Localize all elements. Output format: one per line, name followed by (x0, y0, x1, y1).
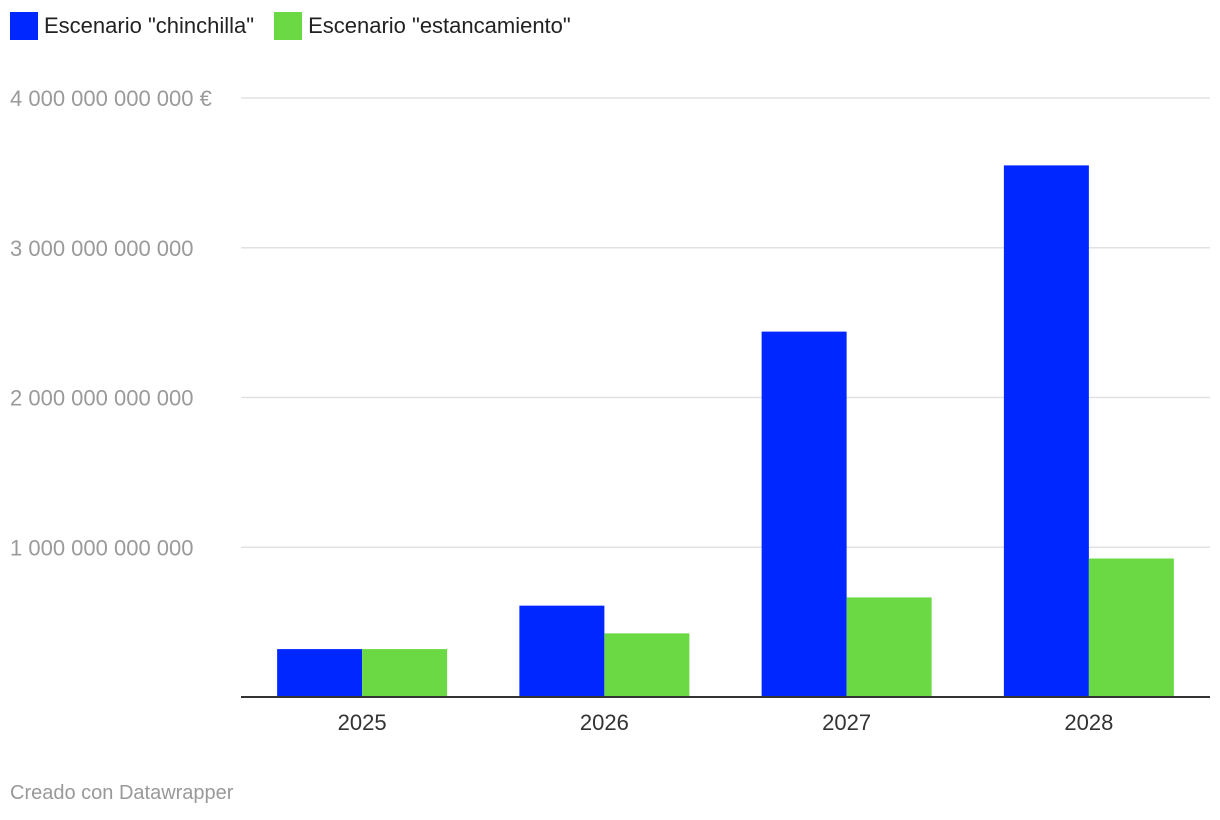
bar-2027-series-0 (761, 331, 847, 697)
legend-label-chinchilla: Escenario "chinchilla" (44, 13, 255, 38)
bar-2026-series-1 (604, 633, 690, 697)
legend-swatch-estancamiento (274, 12, 303, 40)
y-tick-label: 1 000 000 000 000 (10, 535, 194, 560)
legend-item-chinchilla: Escenario "chinchilla" (10, 12, 254, 40)
y-tick-label: 2 000 000 000 000 (10, 386, 194, 411)
bar-2028-series-1 (1088, 558, 1174, 697)
x-tick-label: 2026 (580, 710, 629, 735)
y-tick-label: 4 000 000 000 000 € (10, 86, 212, 111)
legend-label-estancamiento: Escenario "estancamiento" (308, 13, 571, 38)
bar-2026-series-0 (519, 605, 605, 697)
x-tick-label: 2027 (822, 710, 871, 735)
x-tick-label: 2028 (1064, 710, 1113, 735)
bar-2028-series-0 (1003, 165, 1089, 697)
bar-2027-series-1 (846, 597, 932, 697)
bar-chart: 1 000 000 000 000 2 000 000 000 000 3 000 … (10, 86, 1210, 735)
footer-credit: Creado con Datawrapper (10, 782, 234, 804)
x-tick-label: 2025 (338, 710, 387, 735)
bar-2025-series-1 (362, 649, 448, 697)
legend-swatch-chinchilla (10, 12, 38, 40)
chart-legend: Escenario "chinchilla" Escenario "estanc… (10, 12, 591, 40)
bar-2025-series-0 (277, 649, 363, 697)
y-tick-label: 3 000 000 000 000 (10, 236, 194, 261)
legend-item-estancamiento: Escenario "estancamiento" (274, 12, 571, 40)
